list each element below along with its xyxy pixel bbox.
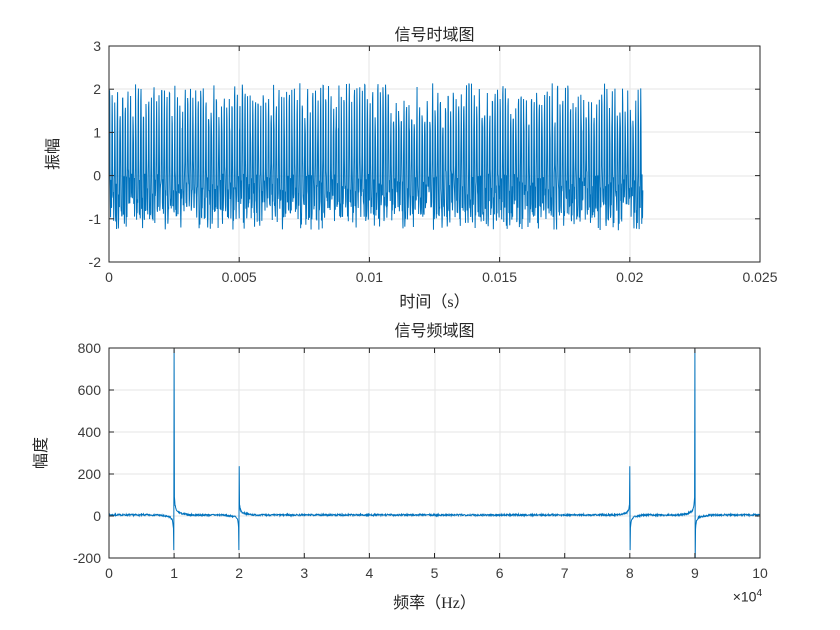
x-tick-label: 0 (105, 269, 113, 285)
plot-time-domain: 0 0.005 0.01 0.015 0.02 0.025 -2 -1 0 1 2 3 (89, 38, 778, 285)
spectrum-plot-xlabel: 频率（Hz） (393, 595, 476, 612)
y-tick-label: 1 (93, 124, 101, 140)
x-axis-multiplier-base: ×10 (732, 588, 757, 605)
x-tick-label: 7 (561, 565, 569, 581)
y-tick-label: -200 (73, 550, 101, 566)
x-tick-label: 3 (300, 565, 308, 581)
y-tick-label: 3 (93, 38, 101, 54)
frequency-domain-trace (108, 349, 761, 559)
x-tick-label: 0.005 (222, 269, 257, 285)
x-tick-label: 6 (496, 565, 504, 581)
time-plot-ylabel: 振幅 (45, 137, 62, 171)
x-tick-label: 0.015 (482, 269, 517, 285)
y-tick-label: 0 (93, 508, 101, 524)
tick-labels: 0 0.005 0.01 0.015 0.02 0.025 -2 -1 0 1 2 3 (89, 38, 778, 285)
grid-lines (108, 347, 761, 559)
x-tick-label: 0 (105, 565, 113, 581)
y-tick-label: 600 (78, 382, 102, 398)
y-tick-label: -1 (89, 211, 102, 227)
x-tick-label: 8 (626, 565, 634, 581)
y-tick-label: 0 (93, 168, 101, 184)
x-tick-label: 0.02 (616, 269, 643, 285)
axes-box (108, 45, 761, 263)
x-axis-multiplier: ×104 (109, 588, 762, 605)
y-tick-label: 200 (78, 466, 102, 482)
x-tick-label: 1 (170, 565, 178, 581)
time-domain-trace (108, 83, 644, 231)
spectrum-plot-title: 信号频域图 (394, 323, 475, 340)
time-plot-title: 信号时域图 (394, 27, 475, 44)
y-tick-label: 2 (93, 81, 101, 97)
x-tick-label: 5 (431, 565, 439, 581)
tick-marks (108, 347, 761, 559)
x-tick-label: 0.025 (742, 269, 777, 285)
x-tick-label: 9 (691, 565, 699, 581)
spectrum-plot-ylabel: 幅度 (33, 436, 50, 470)
x-tick-label: 2 (235, 565, 243, 581)
x-tick-label: 10 (752, 565, 768, 581)
time-plot-xlabel: 时间（s） (399, 294, 470, 311)
y-tick-label: -2 (89, 254, 102, 270)
x-tick-label: 0.01 (356, 269, 383, 285)
x-tick-label: 4 (366, 565, 374, 581)
y-tick-label: 400 (78, 424, 102, 440)
y-tick-label: 800 (78, 340, 102, 356)
tick-marks (108, 45, 761, 263)
x-axis-multiplier-exponent: 4 (756, 588, 762, 599)
